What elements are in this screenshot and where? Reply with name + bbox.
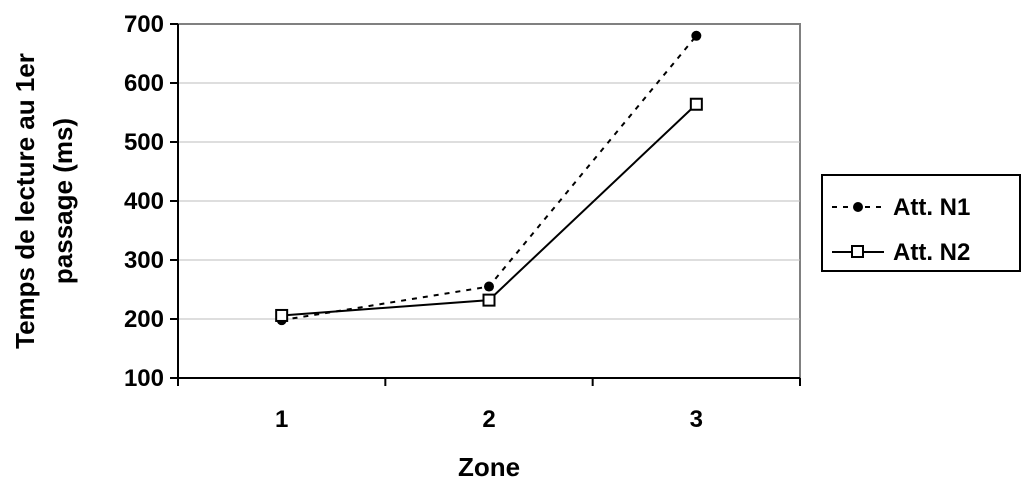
y-tick-label: 400 bbox=[124, 188, 164, 215]
x-axis: 1 2 3 bbox=[177, 377, 801, 433]
x-tick-label: 2 bbox=[482, 406, 495, 433]
y-tick-label: 500 bbox=[124, 129, 164, 156]
legend-label-att-n2: Att. N2 bbox=[893, 239, 970, 266]
legend: Att. N1 Att. N2 bbox=[821, 174, 1021, 272]
x-tick-label: 3 bbox=[690, 406, 703, 433]
y-tick-label: 300 bbox=[124, 247, 164, 274]
x-axis-title: Zone bbox=[458, 452, 520, 482]
series-layer bbox=[275, 30, 703, 326]
y-tick-label: 200 bbox=[124, 306, 164, 333]
y-tick-label: 100 bbox=[124, 365, 164, 392]
y-tick-label: 600 bbox=[124, 70, 164, 97]
legend-label-att-n1: Att. N1 bbox=[893, 194, 970, 221]
y-axis-title-line-1: Temps de lecture au 1er bbox=[10, 53, 40, 349]
data-point-att-n2 bbox=[689, 97, 703, 111]
data-point-att-n2 bbox=[482, 293, 496, 307]
data-point-att-n2 bbox=[275, 308, 289, 322]
data-point-att-n1 bbox=[691, 30, 702, 41]
y-tick-label: 700 bbox=[124, 11, 164, 38]
x-tick-label: 1 bbox=[275, 406, 288, 433]
y-axis: 100 200 300 400 500 600 700 bbox=[124, 11, 179, 392]
y-axis-title-line-2: passage (ms) bbox=[48, 118, 78, 284]
legend-marker-att-n2 bbox=[851, 245, 864, 258]
data-point-att-n1 bbox=[484, 281, 494, 292]
legend-marker-att-n1 bbox=[853, 202, 863, 212]
